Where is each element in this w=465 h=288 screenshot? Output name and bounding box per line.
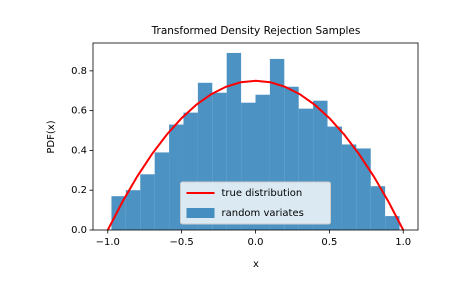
- x-tick-label: 1.0: [395, 237, 411, 248]
- x-tick-label: 0.0: [248, 237, 264, 248]
- histogram-bar: [356, 148, 371, 230]
- y-tick-label: 0.4: [71, 145, 87, 156]
- chart-title: Transformed Density Rejection Samples: [151, 25, 361, 37]
- x-axis-label: x: [253, 259, 259, 270]
- histogram-bar: [154, 152, 170, 230]
- y-axis-label: PDF(x): [46, 120, 57, 153]
- y-tick-label: 0.8: [71, 66, 87, 77]
- legend-box: [180, 181, 331, 225]
- histogram-bar: [385, 216, 400, 230]
- legend-label: random variates: [222, 208, 304, 219]
- histogram-bar: [140, 174, 155, 230]
- histogram-bar: [341, 144, 357, 230]
- histogram-bar: [125, 190, 141, 230]
- legend-swatch: [186, 208, 215, 218]
- histogram-bar: [169, 124, 184, 230]
- legend-label: true distribution: [222, 188, 303, 199]
- pdf-line: [106, 79, 405, 231]
- y-tick-label: 0.2: [71, 185, 87, 196]
- x-tick-label: −1.0: [96, 237, 120, 248]
- histogram-bar: [111, 196, 126, 230]
- x-tick-label: −0.5: [169, 237, 193, 248]
- x-tick-label: 0.5: [321, 237, 337, 248]
- histogram-bar: [327, 126, 342, 230]
- histogram-bar: [370, 186, 386, 230]
- legend: true distribution random variates: [180, 181, 331, 225]
- y-tick-label: 0.0: [71, 225, 87, 236]
- y-tick-label: 0.6: [71, 106, 87, 117]
